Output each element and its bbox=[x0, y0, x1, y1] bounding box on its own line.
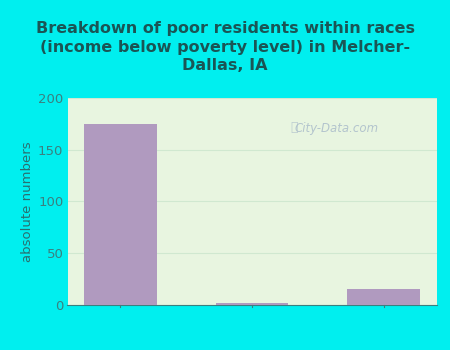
Bar bbox=[347, 289, 420, 304]
Text: Breakdown of poor residents within races
(income below poverty level) in Melcher: Breakdown of poor residents within races… bbox=[36, 21, 414, 73]
Y-axis label: absolute numbers: absolute numbers bbox=[21, 141, 34, 261]
Text: ⦿: ⦿ bbox=[291, 121, 298, 134]
Text: City-Data.com: City-Data.com bbox=[295, 122, 379, 135]
Bar bbox=[84, 124, 157, 304]
Bar bbox=[216, 303, 288, 304]
